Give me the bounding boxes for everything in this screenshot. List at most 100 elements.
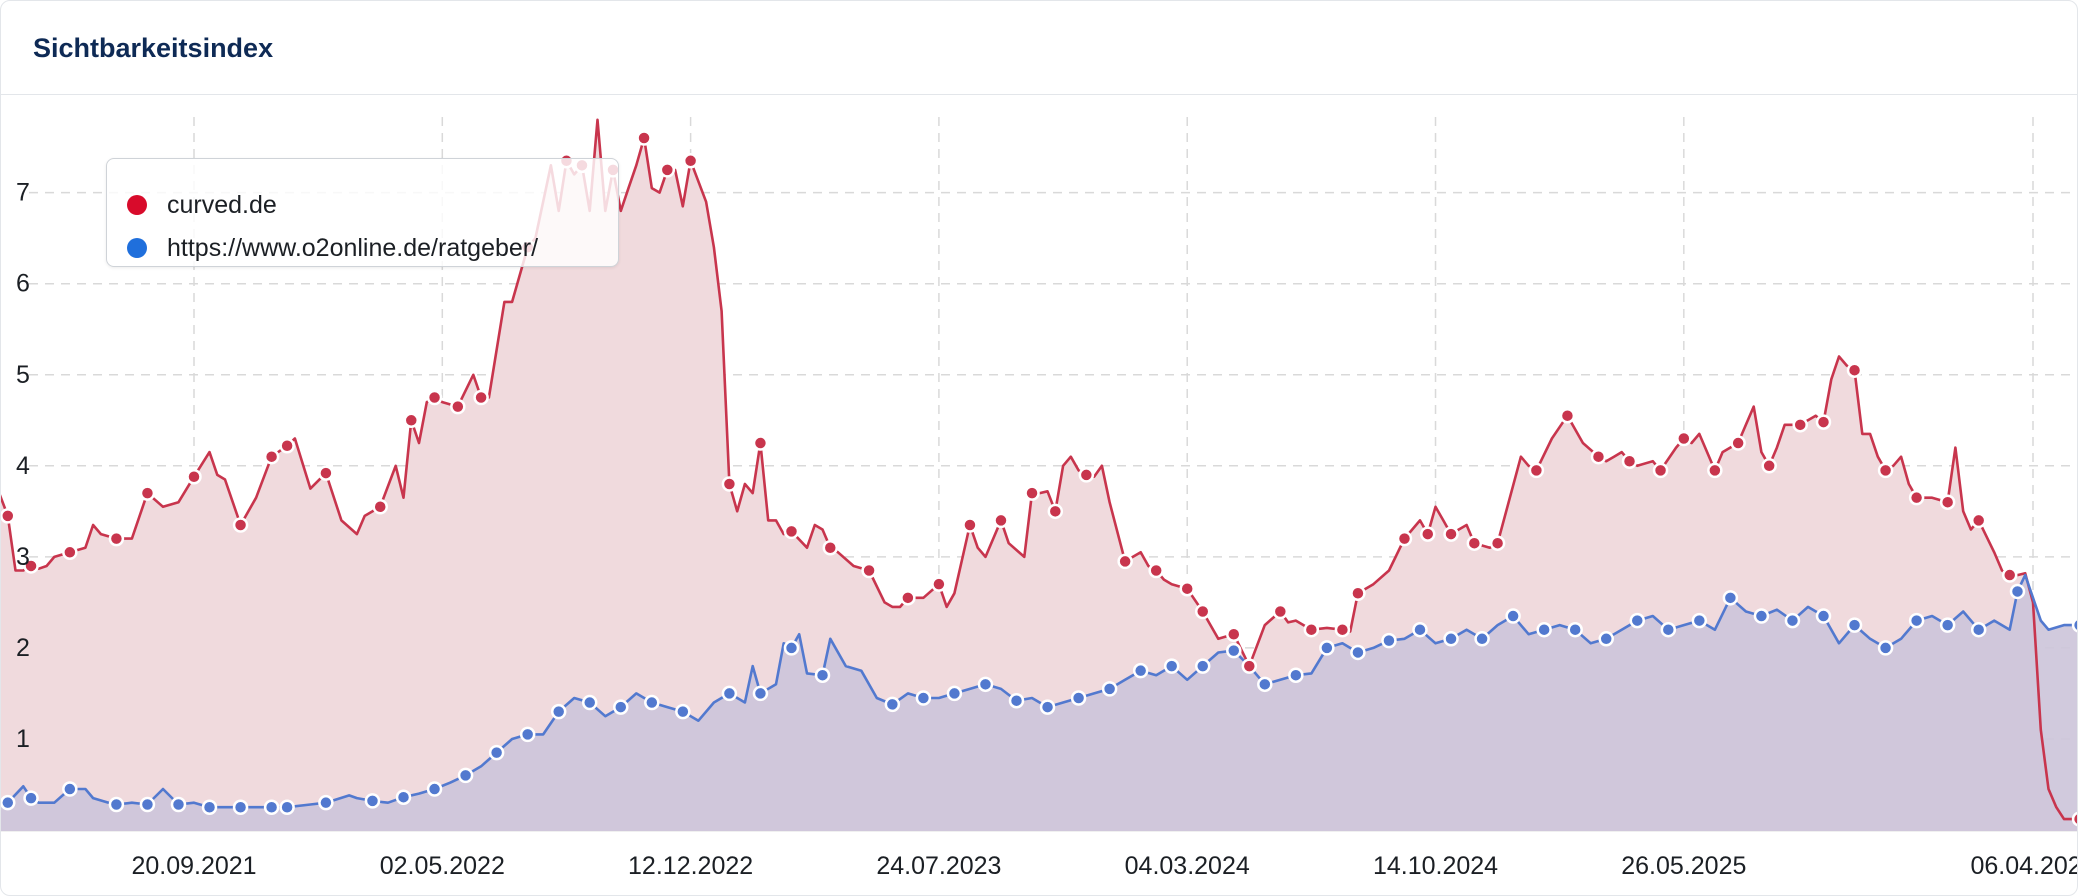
data-point-curved[interactable] [139, 485, 156, 501]
data-point-curved[interactable] [279, 438, 295, 454]
data-point-curved[interactable] [1939, 494, 1956, 510]
data-point-o2online[interactable] [62, 781, 78, 797]
data-point-o2online[interactable] [884, 696, 901, 713]
data-point-curved[interactable] [403, 412, 420, 429]
data-point-curved[interactable] [1443, 526, 1459, 542]
data-point-curved[interactable] [1272, 603, 1289, 620]
data-point-curved[interactable] [1047, 503, 1064, 520]
data-point-curved[interactable] [473, 389, 489, 406]
data-point-o2online[interactable] [1908, 612, 1925, 629]
data-point-o2online[interactable] [1536, 621, 1552, 638]
data-point-o2online[interactable] [232, 799, 249, 815]
data-point-curved[interactable] [108, 530, 125, 547]
data-point-o2online[interactable] [1101, 681, 1118, 697]
data-point-o2online[interactable] [1412, 621, 1428, 638]
data-point-curved[interactable] [1877, 462, 1894, 479]
data-point-curved[interactable] [1241, 658, 1258, 674]
data-point-o2online[interactable] [519, 726, 536, 743]
data-point-o2online[interactable] [675, 703, 691, 720]
data-point-o2online[interactable] [318, 794, 334, 811]
data-point-curved[interactable] [1024, 485, 1040, 501]
data-point-o2online[interactable] [1970, 621, 1987, 638]
data-point-o2online[interactable] [1877, 640, 1894, 656]
data-point-curved[interactable] [1179, 580, 1195, 597]
data-point-curved[interactable] [861, 562, 877, 579]
data-point-curved[interactable] [232, 517, 249, 533]
data-point-o2online[interactable] [1163, 658, 1180, 674]
data-point-curved[interactable] [1420, 526, 1436, 542]
data-point-curved[interactable] [23, 558, 39, 574]
data-point-o2online[interactable] [644, 694, 660, 711]
data-point-curved[interactable] [2001, 567, 2018, 583]
data-point-curved[interactable] [1559, 407, 1576, 424]
data-point-curved[interactable] [426, 389, 443, 406]
data-point-o2online[interactable] [1722, 590, 1739, 606]
data-point-o2online[interactable] [1505, 608, 1521, 624]
data-point-o2online[interactable] [814, 667, 831, 683]
data-point-o2online[interactable] [23, 790, 39, 806]
data-point-o2online[interactable] [488, 744, 505, 761]
data-point-o2online[interactable] [2071, 617, 2078, 633]
data-point-o2online[interactable] [1132, 662, 1149, 679]
data-point-o2online[interactable] [783, 640, 800, 656]
data-point-o2online[interactable] [395, 789, 412, 805]
data-point-curved[interactable] [1730, 435, 1746, 451]
data-point-curved[interactable] [372, 499, 388, 515]
data-point-curved[interactable] [318, 465, 334, 481]
data-point-curved[interactable] [962, 517, 978, 533]
data-point-o2online[interactable] [1226, 642, 1242, 659]
data-point-o2online[interactable] [263, 799, 280, 815]
data-point-o2online[interactable] [1008, 692, 1025, 709]
data-point-o2online[interactable] [550, 703, 567, 720]
data-point-o2online[interactable] [170, 796, 187, 813]
data-point-o2online[interactable] [1629, 612, 1646, 629]
data-point-curved[interactable] [1117, 553, 1133, 570]
data-point-curved[interactable] [1396, 530, 1413, 547]
data-point-o2online[interactable] [1443, 631, 1459, 647]
data-point-curved[interactable] [659, 162, 676, 178]
data-point-o2online[interactable] [1070, 690, 1087, 706]
data-point-o2online[interactable] [1846, 617, 1863, 633]
data-point-curved[interactable] [1676, 430, 1692, 447]
data-point-curved[interactable] [186, 468, 202, 485]
data-point-o2online[interactable] [977, 676, 994, 693]
data-point-o2online[interactable] [1784, 612, 1801, 629]
data-point-o2online[interactable] [457, 767, 474, 784]
data-point-curved[interactable] [263, 448, 280, 465]
data-point-curved[interactable] [1970, 512, 1987, 529]
data-point-o2online[interactable] [1319, 640, 1335, 656]
data-point-curved[interactable] [450, 398, 466, 415]
data-point-o2online[interactable] [1660, 621, 1677, 638]
data-point-curved[interactable] [682, 153, 699, 169]
data-point-o2online[interactable] [1257, 676, 1273, 693]
data-point-o2online[interactable] [752, 685, 769, 702]
data-point-o2online[interactable] [1939, 617, 1956, 633]
data-point-curved[interactable] [1652, 462, 1669, 479]
data-point-o2online[interactable] [721, 685, 738, 702]
data-point-curved[interactable] [721, 476, 738, 492]
data-point-o2online[interactable] [946, 685, 963, 702]
data-point-curved[interactable] [1815, 414, 1832, 430]
data-point-o2online[interactable] [1381, 632, 1397, 649]
data-point-o2online[interactable] [1039, 699, 1056, 715]
data-point-curved[interactable] [1303, 621, 1320, 638]
data-point-curved[interactable] [1148, 562, 1164, 579]
data-point-curved[interactable] [1621, 453, 1638, 469]
data-point-o2online[interactable] [1815, 608, 1832, 624]
data-point-curved[interactable] [822, 539, 839, 556]
data-point-curved[interactable] [1334, 621, 1351, 638]
data-point-curved[interactable] [783, 523, 800, 540]
data-point-o2online[interactable] [364, 793, 381, 809]
data-point-curved[interactable] [636, 130, 652, 146]
data-point-curved[interactable] [1761, 458, 1777, 474]
data-point-o2online[interactable] [426, 781, 443, 797]
data-point-o2online[interactable] [2009, 583, 2026, 600]
data-point-curved[interactable] [1528, 462, 1545, 479]
data-point-o2online[interactable] [581, 694, 598, 711]
legend-item-curved[interactable]: curved.de [127, 189, 277, 221]
data-point-curved[interactable] [1792, 417, 1808, 433]
data-point-curved[interactable] [1908, 489, 1925, 506]
data-point-o2online[interactable] [1474, 631, 1490, 647]
data-point-curved[interactable] [1590, 448, 1607, 465]
